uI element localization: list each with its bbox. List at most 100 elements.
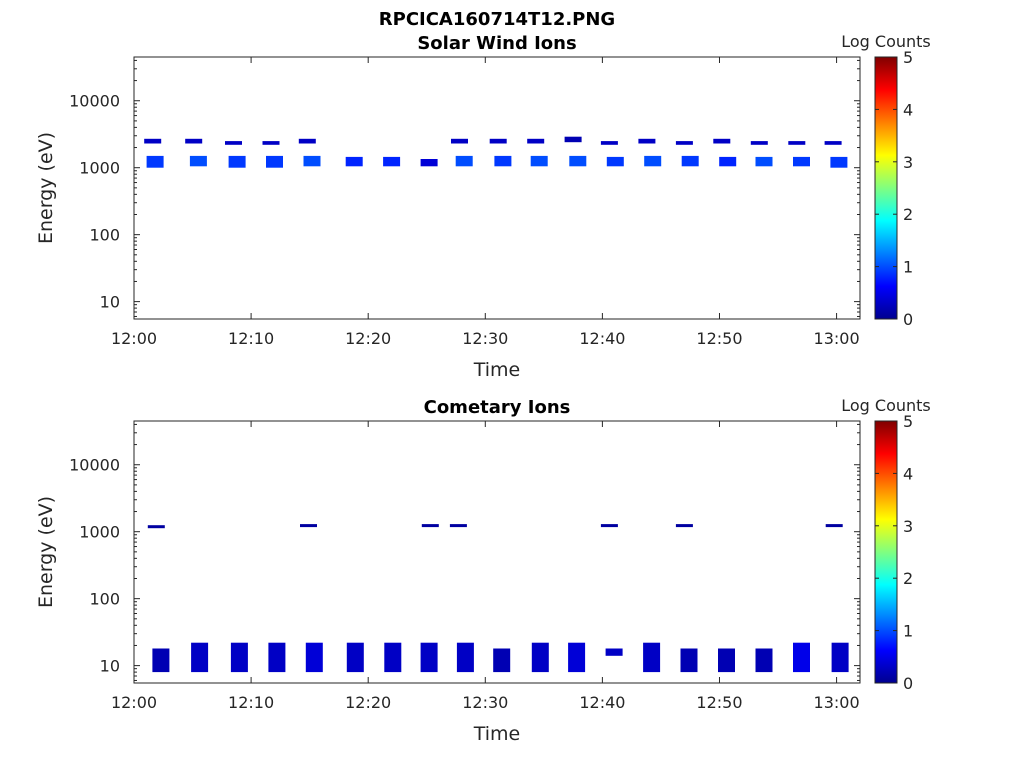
heatmap-cell bbox=[303, 155, 321, 167]
y-tick-label: 10 bbox=[100, 293, 120, 312]
heatmap-cell bbox=[530, 155, 548, 167]
y-tick-label: 1000 bbox=[79, 523, 120, 542]
heatmap-cell bbox=[455, 155, 473, 167]
heatmap-cell bbox=[305, 642, 323, 673]
heatmap-cell bbox=[146, 155, 164, 168]
x-tick-label: 12:00 bbox=[111, 329, 157, 348]
heatmap-cell bbox=[300, 524, 317, 528]
heatmap-cell bbox=[600, 141, 618, 145]
heatmap-cell bbox=[266, 155, 283, 168]
heatmap-cell bbox=[831, 642, 849, 673]
heatmap-cell bbox=[185, 138, 203, 144]
heatmap-cell bbox=[600, 524, 618, 528]
heatmap-cell bbox=[345, 156, 363, 167]
colorbar bbox=[874, 420, 898, 684]
colorbar-tick-label: 5 bbox=[903, 48, 913, 67]
plot-area bbox=[134, 57, 860, 319]
panel-title: Cometary Ions bbox=[424, 397, 571, 418]
heatmap-cell bbox=[793, 642, 810, 673]
figure-title: RPCICA160714T12.PNG bbox=[379, 9, 615, 30]
heatmap-cell bbox=[718, 648, 735, 673]
heatmap-cell bbox=[449, 524, 467, 528]
x-axis-label: Time bbox=[473, 723, 521, 745]
heatmap-cell bbox=[681, 155, 699, 167]
y-tick-label: 10000 bbox=[69, 456, 120, 475]
heatmap-cell bbox=[643, 642, 661, 673]
x-tick-label: 12:10 bbox=[228, 329, 274, 348]
heatmap-cell bbox=[384, 642, 402, 673]
heatmap-cell bbox=[421, 524, 439, 528]
y-tick-label: 10000 bbox=[69, 92, 120, 111]
colorbar-tick-label: 5 bbox=[903, 412, 913, 431]
heatmap-cell bbox=[825, 524, 843, 528]
x-tick-label: 12:40 bbox=[579, 329, 625, 348]
x-tick-label: 12:40 bbox=[579, 693, 625, 712]
heatmap-cell bbox=[147, 525, 165, 529]
heatmap-cell bbox=[383, 156, 401, 167]
x-tick-label: 12:20 bbox=[345, 693, 391, 712]
y-tick-label: 100 bbox=[89, 226, 120, 245]
y-axis-label: Energy (eV) bbox=[35, 132, 57, 244]
heatmap-cell bbox=[755, 156, 773, 167]
heatmap-cell bbox=[298, 138, 316, 144]
plot-area bbox=[134, 421, 860, 683]
colorbar-tick-label: 3 bbox=[903, 517, 913, 536]
heatmap-cell bbox=[228, 155, 246, 168]
heatmap-cell bbox=[262, 141, 280, 145]
x-tick-label: 12:30 bbox=[462, 329, 508, 348]
heatmap-cell bbox=[569, 155, 587, 167]
heatmap-cell bbox=[788, 141, 806, 145]
heatmap-cell bbox=[675, 141, 693, 145]
heatmap-cell bbox=[719, 156, 737, 167]
heatmap-cell bbox=[680, 648, 698, 673]
heatmap-cell bbox=[531, 642, 549, 673]
heatmap-cell bbox=[152, 648, 170, 673]
heatmap-cell bbox=[451, 138, 468, 144]
heatmap-cell bbox=[456, 642, 474, 673]
colorbar-tick-label: 0 bbox=[903, 674, 913, 693]
y-tick-label: 100 bbox=[89, 590, 120, 609]
y-tick-label: 10 bbox=[100, 657, 120, 676]
x-tick-label: 12:00 bbox=[111, 693, 157, 712]
heatmap-cell bbox=[750, 141, 768, 145]
heatmap-cell bbox=[713, 138, 731, 144]
x-tick-label: 13:00 bbox=[814, 329, 860, 348]
x-tick-label: 12:30 bbox=[462, 693, 508, 712]
heatmap-cell bbox=[225, 141, 242, 145]
x-tick-label: 12:10 bbox=[228, 693, 274, 712]
colorbar-label: Log Counts bbox=[841, 32, 931, 51]
heatmap-cell bbox=[493, 648, 511, 673]
x-tick-label: 12:50 bbox=[696, 693, 742, 712]
heatmap-cell bbox=[644, 155, 662, 167]
heatmap-cell bbox=[189, 155, 207, 167]
x-tick-label: 12:20 bbox=[345, 329, 391, 348]
heatmap-cell bbox=[420, 159, 438, 167]
heatmap-cell bbox=[675, 524, 693, 528]
panel-title: Solar Wind Ions bbox=[417, 33, 576, 54]
heatmap-cell bbox=[605, 648, 623, 656]
colorbar-tick-label: 2 bbox=[903, 205, 913, 224]
colorbar-tick-label: 4 bbox=[903, 100, 913, 119]
heatmap-cell bbox=[420, 642, 438, 673]
colorbar-tick-label: 2 bbox=[903, 569, 913, 588]
heatmap-cell bbox=[268, 642, 286, 673]
heatmap-cell bbox=[144, 138, 162, 144]
colorbar-label: Log Counts bbox=[841, 396, 931, 415]
x-tick-label: 13:00 bbox=[814, 693, 860, 712]
panel-solar-wind: 12:00 12:10 12:20 12:30 12:40 12:50 13:0010100… bbox=[35, 32, 931, 381]
heatmap-cell bbox=[527, 138, 545, 144]
colorbar-tick-label: 3 bbox=[903, 153, 913, 172]
heatmap-cell bbox=[191, 642, 209, 673]
heatmap-cell bbox=[489, 138, 507, 144]
heatmap-cell bbox=[830, 156, 848, 168]
heatmap-cell bbox=[824, 141, 842, 145]
panel-cometary: 12:00 12:10 12:20 12:30 12:40 12:50 13:00 10 100… bbox=[35, 396, 931, 745]
y-axis-label: Energy (eV) bbox=[35, 496, 57, 608]
heatmap-cell bbox=[793, 156, 810, 167]
colorbar bbox=[874, 56, 898, 320]
colorbar-tick-label: 1 bbox=[903, 258, 913, 277]
heatmap-cell bbox=[230, 642, 248, 673]
y-tick-label: 1000 bbox=[79, 159, 120, 178]
heatmap-cell bbox=[755, 648, 773, 673]
